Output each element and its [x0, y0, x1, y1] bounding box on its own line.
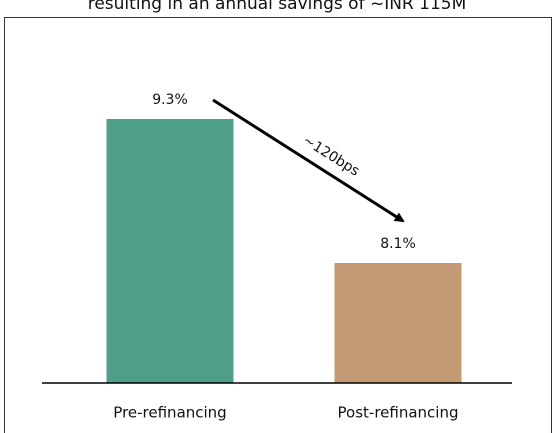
- data-label: 9.3%: [152, 92, 188, 108]
- annotation: ~120bps: [300, 132, 362, 179]
- chart-title: resulting in an annual savings of ~INR 1…: [88, 0, 467, 14]
- bar: [334, 263, 462, 383]
- bar: [106, 119, 234, 383]
- x-tick-label: Post-refinancing: [338, 404, 459, 422]
- frame: [4, 17, 552, 433]
- data-label: 8.1%: [380, 236, 416, 252]
- arrow: [212, 98, 405, 223]
- x-tick-label: Pre-refinancing: [113, 404, 226, 422]
